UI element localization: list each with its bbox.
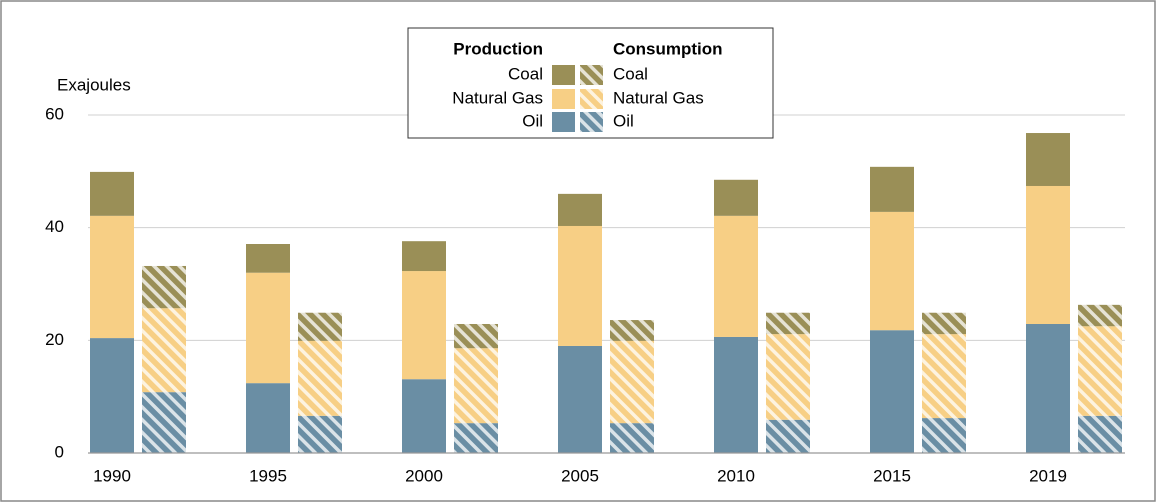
- bar-segment: [402, 379, 446, 453]
- bar-segment: [870, 166, 914, 212]
- bar-segment: [246, 383, 290, 453]
- bar-segment: [90, 171, 134, 216]
- legend-label: Oil: [522, 111, 543, 130]
- bar-segment: [454, 323, 498, 349]
- bar-segment: [870, 211, 914, 331]
- bar-segment: [766, 334, 810, 420]
- bar-segment: [142, 265, 186, 309]
- legend-label: Natural Gas: [452, 88, 543, 107]
- x-tick-label: 1995: [249, 466, 287, 485]
- bar-segment: [558, 225, 602, 346]
- y-tick-label: 20: [45, 330, 64, 349]
- bar-segment: [870, 330, 914, 453]
- bar-segment: [766, 312, 810, 335]
- bar-segment: [1078, 415, 1122, 453]
- bar-segment: [610, 423, 654, 453]
- x-tick-label: 1990: [93, 466, 131, 485]
- bar-segment: [922, 334, 966, 419]
- bar-segment: [142, 308, 186, 393]
- y-axis-label: Exajoules: [57, 75, 131, 94]
- x-tick-label: 2015: [873, 466, 911, 485]
- y-tick-label: 0: [55, 442, 64, 461]
- legend-header: Consumption: [613, 39, 723, 58]
- bar-segment: [454, 348, 498, 424]
- x-tick-label: 2005: [561, 466, 599, 485]
- bar-segment: [1026, 133, 1070, 186]
- bar-segment: [1078, 304, 1122, 327]
- bar-segment: [402, 271, 446, 380]
- bar-segment: [90, 338, 134, 453]
- bar-segment: [1078, 326, 1122, 416]
- bar-segment: [922, 418, 966, 453]
- legend-swatch: [580, 65, 603, 85]
- bar-segment: [1026, 185, 1070, 324]
- legend-label: Natural Gas: [613, 88, 704, 107]
- legend-header: Production: [453, 39, 543, 58]
- y-tick-label: 40: [45, 217, 64, 236]
- y-tick-label: 60: [45, 104, 64, 123]
- legend-swatch: [552, 112, 575, 132]
- legend-swatch: [580, 112, 603, 132]
- bar-segment: [298, 415, 342, 453]
- x-tick-label: 2019: [1029, 466, 1067, 485]
- bar-segment: [558, 193, 602, 226]
- bar-segment: [298, 312, 342, 341]
- bar-segment: [142, 392, 186, 453]
- legend-swatch: [580, 89, 603, 109]
- bar-segment: [1026, 323, 1070, 453]
- bar-segment: [714, 336, 758, 453]
- legend-label: Coal: [613, 64, 648, 83]
- bar-segment: [246, 272, 290, 384]
- bar-segment: [922, 312, 966, 335]
- bar-segment: [454, 423, 498, 453]
- x-tick-label: 2000: [405, 466, 443, 485]
- bar-segment: [246, 244, 290, 273]
- bar-segment: [558, 345, 602, 453]
- bar-segment: [90, 215, 134, 339]
- legend-label: Oil: [613, 111, 634, 130]
- x-tick-label: 2010: [717, 466, 755, 485]
- bar-segment: [610, 320, 654, 341]
- legend-swatch: [552, 65, 575, 85]
- bar-segment: [402, 241, 446, 272]
- bar-segment: [714, 215, 758, 337]
- bar-segment: [766, 419, 810, 453]
- bar-segment: [298, 340, 342, 416]
- legend-label: Coal: [508, 64, 543, 83]
- bar-segment: [714, 179, 758, 216]
- legend-swatch: [552, 89, 575, 109]
- bar-segment: [610, 340, 654, 424]
